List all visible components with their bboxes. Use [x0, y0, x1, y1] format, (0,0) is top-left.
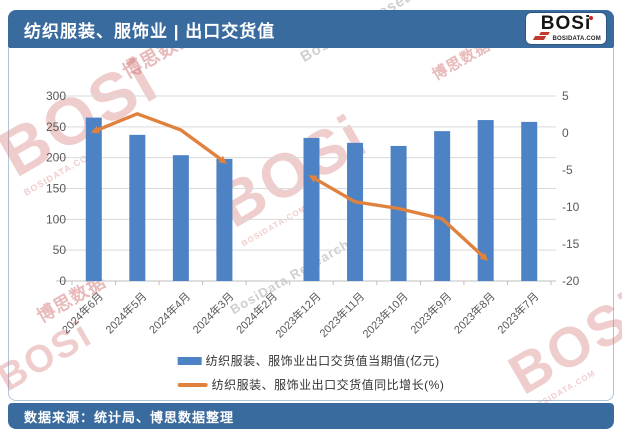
bar — [390, 145, 407, 281]
y-axis-label-left: 150 — [46, 182, 66, 196]
legend-item-bar-series: 纺织服装、服饰业出口交货值当期值(亿元) — [177, 352, 445, 369]
x-axis-label: 2023年10月 — [359, 289, 410, 340]
y-axis-label-right: -15 — [562, 237, 580, 251]
x-axis-label: 2023年11月 — [316, 289, 367, 340]
bar — [172, 155, 189, 281]
x-axis-label: 2024年5月 — [102, 289, 149, 336]
x-axis-label: 2023年12月 — [272, 289, 323, 340]
y-axis-label-right: 0 — [562, 126, 569, 140]
page-title: 纺织服装、服饰业 | 出口交货值 — [24, 21, 276, 41]
y-axis-label-left: 200 — [46, 151, 66, 165]
y-axis-label-left: 50 — [53, 243, 67, 257]
x-axis-label: 2024年3月 — [189, 289, 236, 336]
y-axis-label-right: -20 — [562, 274, 580, 288]
trend-line — [90, 112, 227, 164]
y-axis-label-left: 250 — [46, 120, 66, 134]
footer-bar: 数据来源：统计局、博思数据整理 — [8, 403, 614, 429]
brand-dot-icon — [589, 16, 593, 20]
legend-label: 纺织服装、服饰业出口交货值同比增长(%) — [211, 378, 445, 392]
bar — [85, 117, 102, 281]
bar — [434, 131, 451, 281]
y-axis-label-right: -5 — [562, 163, 573, 177]
x-axis-label: 2024年4月 — [146, 289, 193, 336]
bar — [216, 158, 233, 281]
line-series-swatch-icon — [177, 382, 208, 387]
header-bar: 纺织服装、服饰业 | 出口交货值 BOSi BOSIDATA.COM — [8, 10, 614, 48]
y-axis-label-left: 0 — [59, 274, 66, 288]
brand-stripe-icon — [532, 36, 547, 40]
y-axis-label-right: -10 — [562, 200, 580, 214]
x-axis-label: 2023年8月 — [451, 289, 498, 336]
bar — [303, 137, 320, 281]
x-axis-label: 2023年7月 — [494, 289, 541, 336]
bar-series-swatch-icon — [177, 356, 202, 365]
data-source-text: 数据来源：统计局、博思数据整理 — [24, 409, 235, 425]
x-axis-label: 2024年6月 — [59, 289, 106, 336]
x-axis-label: 2024年2月 — [233, 289, 280, 336]
bar — [347, 142, 364, 281]
brand-stripe-icon — [539, 32, 550, 35]
brand-logo: BOSi BOSIDATA.COM — [526, 13, 606, 44]
brand-site: BOSIDATA.COM — [552, 36, 601, 42]
x-axis-label: 2023年9月 — [407, 289, 454, 336]
brand-name: BOSi — [540, 13, 592, 34]
trend-line — [308, 175, 489, 261]
bar — [521, 121, 538, 282]
y-axis-label-right: 5 — [562, 89, 569, 103]
legend-label: 纺织服装、服饰业出口交货值当期值(亿元) — [205, 354, 440, 368]
bar — [129, 134, 146, 281]
legend-item-line-series: 纺织服装、服饰业出口交货值同比增长(%) — [177, 376, 445, 393]
y-axis-label-left: 300 — [46, 89, 66, 103]
y-axis-label-left: 100 — [46, 212, 66, 226]
chart-legend: 纺织服装、服饰业出口交货值当期值(亿元) 纺织服装、服饰业出口交货值同比增长(%… — [177, 352, 445, 393]
